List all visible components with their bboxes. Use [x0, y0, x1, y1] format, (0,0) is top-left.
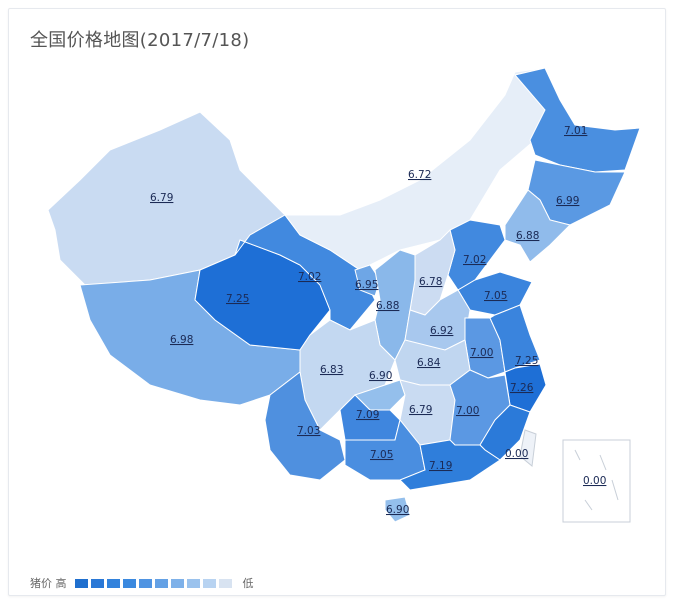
- province-price-label: 7.00: [470, 347, 493, 359]
- south-sea-inset[interactable]: 0.00: [562, 439, 631, 523]
- legend-swatch[interactable]: [122, 578, 136, 588]
- province-price-label: 7.05: [370, 449, 393, 461]
- legend-title: 猪价 高: [30, 577, 67, 590]
- province-price-label: 6.92: [430, 325, 453, 337]
- province-price-label: 6.90: [386, 504, 409, 516]
- legend-swatch[interactable]: [138, 578, 152, 588]
- province-price-label: 7.09: [356, 409, 379, 421]
- province-price-label: 7.01: [564, 125, 587, 137]
- legend-swatch[interactable]: [186, 578, 200, 588]
- province-price-label: 7.02: [298, 271, 321, 283]
- legend-swatch[interactable]: [74, 578, 88, 588]
- legend-swatch[interactable]: [202, 578, 216, 588]
- legend-swatch[interactable]: [106, 578, 120, 588]
- page-title: 全国价格地图(2017/7/18): [30, 30, 250, 51]
- province-price-label: 7.19: [429, 460, 452, 472]
- province-price-label: 7.03: [297, 425, 320, 437]
- south-sea-value: 0.00: [583, 475, 606, 487]
- province-price-label: 6.95: [355, 279, 378, 291]
- province-region[interactable]: [399, 439, 501, 491]
- province-price-label: 6.88: [376, 300, 399, 312]
- province-price-label: 7.25: [515, 355, 538, 367]
- legend-swatch[interactable]: [218, 578, 232, 588]
- province-price-label: 6.98: [170, 334, 193, 346]
- province-price-label: 6.88: [516, 230, 539, 242]
- province-region[interactable]: [514, 67, 641, 173]
- province-price-label: 6.79: [409, 404, 432, 416]
- legend-low-label: 低: [242, 577, 254, 590]
- province-price-label: 7.26: [510, 382, 534, 394]
- province-region[interactable]: [384, 496, 411, 523]
- province-price-label: 6.78: [419, 276, 442, 288]
- province-price-label: 0.00: [505, 448, 528, 460]
- legend-swatch[interactable]: [90, 578, 104, 588]
- legend: 猪价 高 低: [30, 575, 254, 591]
- legend-swatches: [74, 578, 235, 588]
- province-price-label: 6.90: [369, 370, 392, 382]
- province-price-label: 7.00: [456, 405, 479, 417]
- province-price-label: 6.72: [408, 169, 431, 181]
- province-region[interactable]: [457, 271, 533, 316]
- province-region[interactable]: [489, 304, 541, 373]
- legend-swatch[interactable]: [170, 578, 184, 588]
- province-price-label: 6.79: [150, 192, 173, 204]
- province-price-label: 7.02: [463, 254, 486, 266]
- province-price-label: 6.99: [556, 195, 579, 207]
- legend-swatch[interactable]: [154, 578, 168, 588]
- province-region[interactable]: [504, 189, 571, 263]
- province-price-label: 6.83: [320, 364, 343, 376]
- province-region[interactable]: [519, 429, 537, 467]
- province-price-label: 7.25: [226, 293, 249, 305]
- province-price-label: 6.84: [417, 357, 441, 369]
- province-price-label: 7.05: [484, 290, 507, 302]
